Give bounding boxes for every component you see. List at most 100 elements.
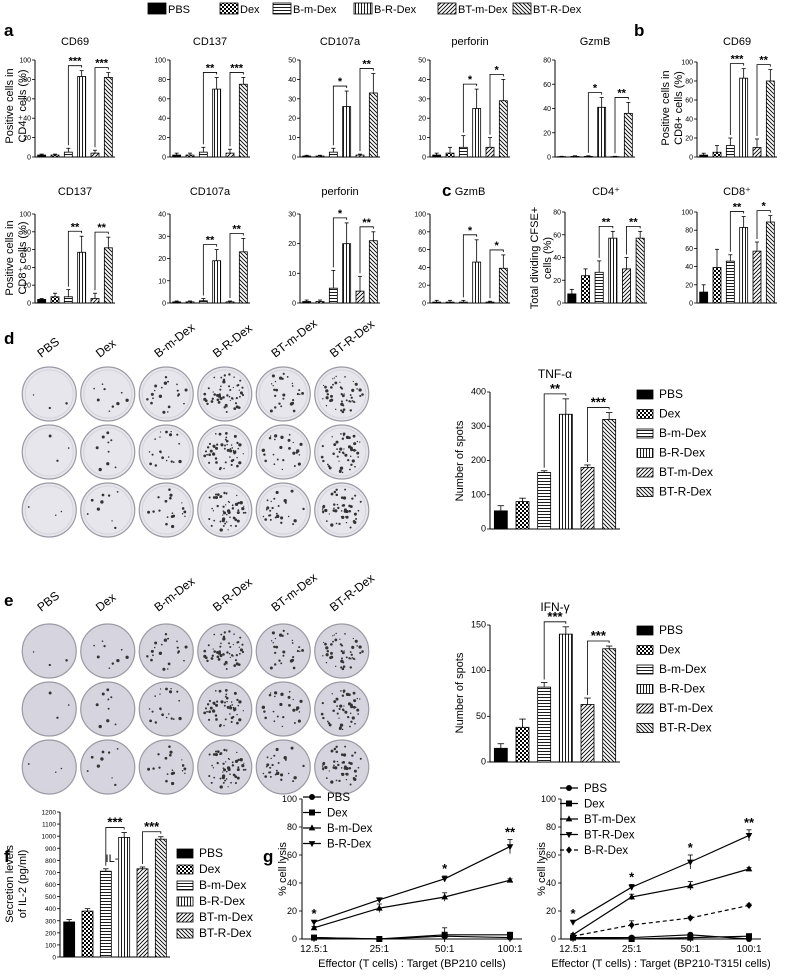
well-rim bbox=[141, 684, 191, 734]
spot bbox=[264, 459, 267, 463]
y-tick-label: 0 bbox=[422, 301, 426, 308]
well-plate bbox=[138, 366, 194, 422]
spot bbox=[229, 447, 232, 450]
spot bbox=[101, 435, 105, 439]
bar-B-m-Dex bbox=[725, 145, 735, 158]
spot bbox=[350, 653, 353, 656]
spot bbox=[344, 633, 346, 635]
spot bbox=[240, 392, 243, 394]
spot bbox=[262, 772, 265, 775]
spot bbox=[214, 690, 217, 692]
spot bbox=[149, 462, 153, 466]
bar-B-R-Dex bbox=[118, 836, 131, 958]
spot bbox=[212, 648, 214, 650]
spot bbox=[354, 465, 356, 468]
spot bbox=[217, 657, 221, 661]
y-tick-label: 200 bbox=[471, 455, 486, 465]
spot bbox=[228, 642, 231, 645]
marker-triangle bbox=[565, 815, 573, 822]
spot bbox=[282, 650, 286, 654]
spot bbox=[287, 515, 290, 518]
spot bbox=[345, 656, 348, 659]
spot bbox=[325, 404, 328, 407]
spot bbox=[288, 446, 291, 450]
spot bbox=[269, 509, 272, 512]
spot bbox=[226, 705, 230, 709]
spot bbox=[325, 653, 329, 657]
panel-label-a: a bbox=[4, 21, 14, 40]
spot bbox=[322, 716, 325, 720]
spot bbox=[168, 489, 171, 491]
spot bbox=[170, 430, 172, 433]
significance-stars: *** bbox=[107, 815, 123, 830]
spot bbox=[101, 692, 105, 696]
spot bbox=[210, 400, 214, 403]
spot bbox=[171, 512, 174, 515]
spot bbox=[348, 693, 351, 697]
significance-stars: * bbox=[495, 64, 500, 76]
spot bbox=[352, 691, 356, 695]
y-tick-label: 60 bbox=[287, 850, 297, 860]
spot bbox=[170, 772, 174, 776]
spot bbox=[359, 500, 362, 503]
legend-label: PBS bbox=[659, 623, 683, 637]
spot bbox=[349, 783, 352, 786]
well-plate bbox=[314, 739, 370, 795]
spot bbox=[116, 490, 119, 493]
bar-chart-a7: CD107a 0 10 20 30 40 ** ** bbox=[158, 186, 250, 308]
spot bbox=[355, 706, 357, 708]
spot bbox=[269, 775, 272, 778]
spot bbox=[334, 509, 338, 513]
spot bbox=[176, 646, 179, 649]
plate-column-label: PBS bbox=[34, 589, 62, 615]
plate-column-label: BT-m-Dex bbox=[268, 316, 319, 360]
marker-triangle bbox=[745, 865, 753, 872]
well-rim bbox=[141, 369, 191, 419]
legend-label: Dex bbox=[327, 808, 348, 820]
spot bbox=[230, 463, 233, 467]
spot bbox=[204, 399, 208, 403]
spot bbox=[227, 767, 231, 772]
y-tick-label: 0 bbox=[422, 155, 426, 162]
spot bbox=[296, 649, 300, 653]
spot bbox=[56, 459, 59, 462]
spot bbox=[159, 431, 162, 433]
spot bbox=[341, 694, 345, 697]
spot bbox=[237, 447, 240, 450]
spot bbox=[322, 459, 325, 463]
spot bbox=[270, 383, 273, 385]
spot bbox=[224, 461, 227, 464]
series-line-BT-m-Dex bbox=[572, 868, 750, 936]
spot bbox=[353, 778, 357, 782]
bar-BT-R-Dex bbox=[103, 77, 113, 158]
spot bbox=[341, 410, 345, 414]
spot bbox=[286, 632, 289, 635]
bar-B-m-Dex bbox=[63, 296, 73, 304]
spot bbox=[213, 452, 215, 454]
spot bbox=[116, 747, 119, 750]
spot bbox=[332, 635, 334, 637]
spot bbox=[344, 745, 347, 748]
spot bbox=[276, 771, 280, 776]
well-rim bbox=[258, 684, 308, 734]
spot bbox=[222, 524, 225, 527]
bar-B-R-Dex bbox=[342, 243, 352, 304]
spot bbox=[298, 389, 301, 392]
spot bbox=[358, 388, 362, 392]
legend-swatch bbox=[636, 645, 654, 655]
spot bbox=[283, 756, 287, 760]
spot bbox=[236, 441, 239, 445]
spot bbox=[211, 764, 213, 767]
bar-PBS bbox=[302, 301, 312, 304]
spot bbox=[264, 716, 267, 720]
y-tick-label: 400 bbox=[45, 906, 56, 913]
significance-stars: ** bbox=[550, 381, 561, 396]
spot bbox=[349, 409, 353, 412]
spot bbox=[353, 512, 357, 516]
spot bbox=[166, 773, 169, 776]
spot bbox=[320, 712, 324, 716]
plate-column-label: BT-R-Dex bbox=[327, 317, 377, 360]
spot bbox=[339, 704, 343, 708]
spot bbox=[340, 387, 344, 390]
